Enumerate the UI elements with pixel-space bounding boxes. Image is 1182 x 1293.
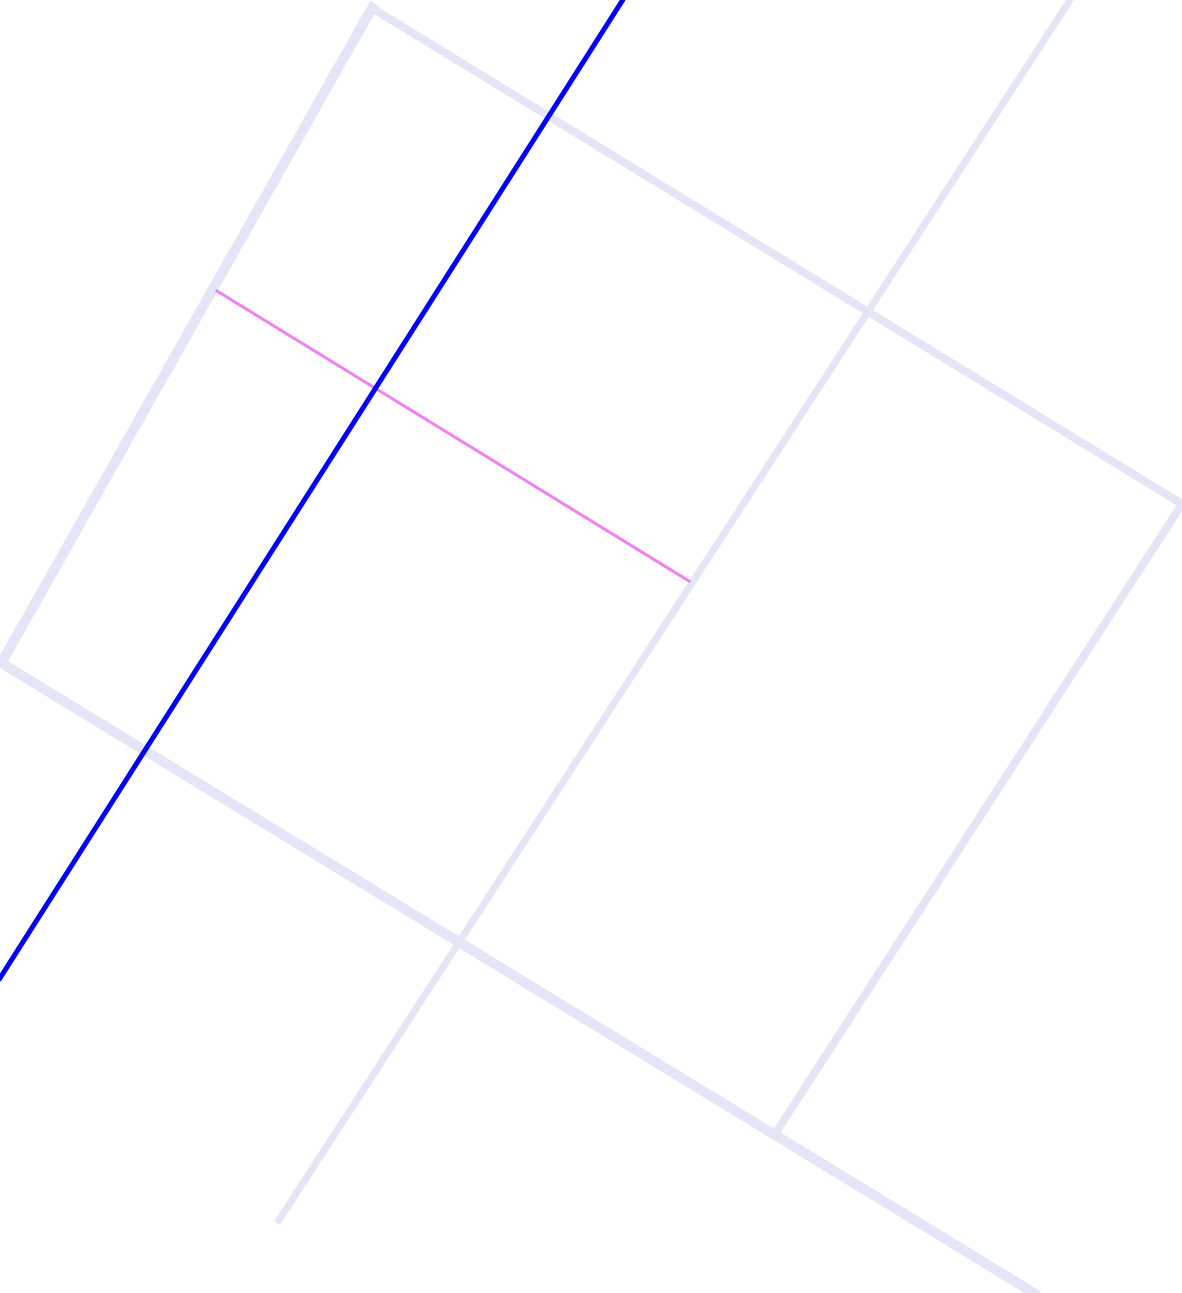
- road-segment-south-edge: [0, 657, 1041, 1293]
- road-segment-east-edge: [769, 498, 1182, 1140]
- road-segment-north-edge: [366, 2, 1182, 509]
- road-segment-middle-diagonal: [274, 0, 1075, 1225]
- road-segment-connector: [214, 288, 692, 584]
- road-segment-west-edge: [0, 1, 379, 667]
- road-segment-primary-route: [0, 0, 626, 982]
